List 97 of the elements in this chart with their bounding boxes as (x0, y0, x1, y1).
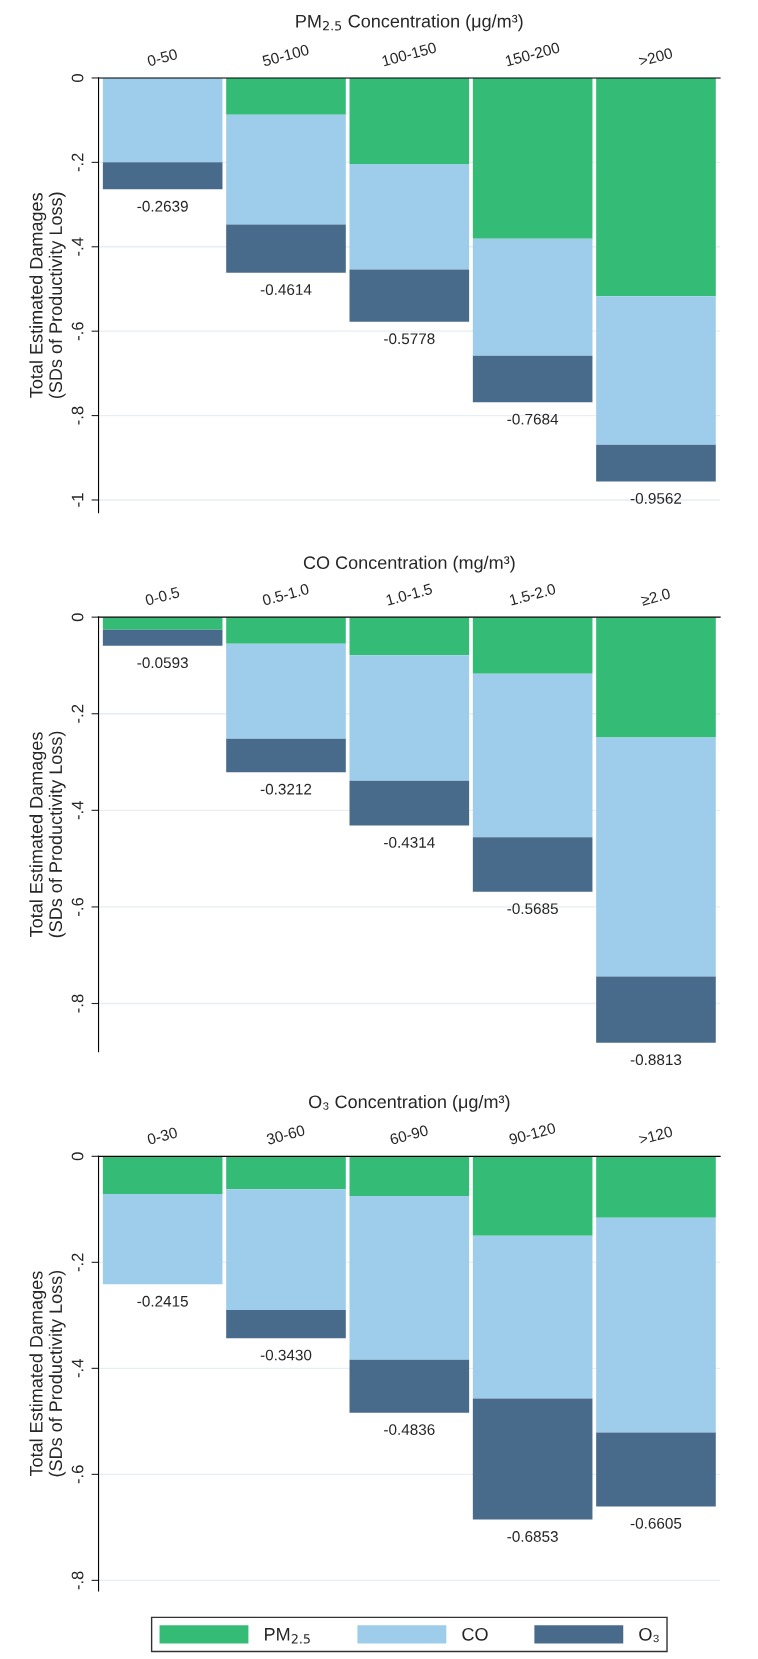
y-tick-label: -.2 (71, 1253, 84, 1272)
y-tick-label: -.8 (71, 406, 84, 425)
bar (102, 162, 223, 190)
total-label: -0.4836 (384, 1424, 435, 1435)
bar (472, 355, 593, 403)
bar (596, 976, 716, 1043)
y-tick-label: -.2 (71, 153, 84, 172)
y-axis-title: Total Estimated Damages (SDs of Productivity Loss) (29, 1270, 66, 1477)
bar (596, 1217, 716, 1433)
bar (226, 1189, 346, 1311)
bar (349, 655, 470, 781)
bar (102, 1156, 223, 1194)
y-tick-label: -.4 (71, 237, 84, 256)
bar (596, 444, 716, 482)
bar (349, 269, 470, 322)
x-tick-label: ≥2.0 (640, 587, 671, 606)
bar (349, 617, 470, 656)
y-tick-label: -.6 (71, 1465, 84, 1484)
total-label: -0.3430 (260, 1349, 312, 1361)
bar (102, 617, 223, 630)
x-axis-title: CO Concentration (mg/m³) (303, 555, 515, 573)
total-label: -0.0593 (137, 657, 188, 669)
bar (226, 1310, 346, 1339)
y-tick-label: -.8 (71, 994, 84, 1013)
bar (472, 1398, 593, 1520)
total-label: -0.8813 (630, 1054, 682, 1066)
total-label: -0.2415 (137, 1295, 188, 1307)
x-tick-label: 150-200 (504, 41, 561, 67)
bar (226, 1156, 346, 1190)
y-tick-label: 0 (71, 1152, 84, 1161)
x-tick-label: 0-30 (146, 1126, 178, 1145)
y-tick-label: -.8 (71, 1571, 84, 1590)
y-tick-label: -.4 (71, 1359, 84, 1378)
x-tick-label: 60-90 (389, 1124, 429, 1145)
bar (472, 617, 593, 674)
legend-label: PM$_{2.5}$ (265, 1628, 310, 1644)
x-tick-label: >120 (638, 1125, 674, 1145)
total-label: -0.7684 (507, 413, 559, 425)
bar (349, 780, 470, 826)
bar (226, 224, 346, 273)
x-tick-label: 0-50 (146, 48, 178, 67)
bar (472, 673, 593, 838)
bar (226, 77, 346, 115)
total-label: -0.5778 (384, 333, 435, 345)
x-tick-label: 0.5-1.0 (261, 583, 310, 606)
total-label: -0.6853 (507, 1531, 558, 1542)
x-tick-label: 1.5-2.0 (509, 583, 557, 606)
y-axis-title: Total Estimated Damages (SDs of Productivity Loss) (29, 192, 66, 399)
y-tick-label: -.4 (71, 801, 84, 820)
bar (349, 164, 470, 270)
bar (349, 1156, 470, 1197)
total-label: -0.6605 (630, 1517, 682, 1529)
total-label: -0.9562 (630, 493, 682, 504)
bar (472, 837, 593, 892)
legend-label: CO (462, 1627, 488, 1641)
bar (472, 1156, 593, 1236)
bar (226, 114, 346, 225)
bar (349, 77, 470, 165)
y-tick-label: -.2 (71, 704, 84, 723)
total-label: -0.2639 (137, 200, 188, 212)
x-axis-title: PM$_{2.5}$ Concentration (μg/m³) (296, 14, 523, 32)
x-tick-label: >200 (638, 47, 674, 67)
total-label: -0.5685 (507, 903, 558, 915)
bar (596, 617, 716, 738)
x-axis-title: O₃ Concentration (μg/m³) (308, 1094, 510, 1112)
bar (102, 77, 223, 163)
y-tick-label: -.6 (71, 897, 84, 916)
x-tick-label: 50-100 (261, 44, 310, 67)
bar (349, 1196, 470, 1360)
x-tick-label: 100-150 (381, 41, 437, 67)
bar (596, 737, 716, 977)
bar (596, 296, 716, 445)
total-label: -0.3212 (260, 783, 312, 795)
bar (472, 77, 593, 239)
legend-label: O₃ (639, 1627, 659, 1643)
bar (102, 1193, 223, 1285)
bar (349, 1359, 470, 1413)
x-tick-label: 30-60 (265, 1124, 306, 1145)
bar (226, 643, 346, 739)
bar (102, 629, 223, 646)
y-axis-title: Total Estimated Damages (SDs of Productivity Loss) (29, 731, 66, 938)
y-tick-label: 0 (71, 613, 84, 622)
y-tick-label: 0 (71, 73, 84, 82)
y-tick-label: -1 (71, 493, 84, 507)
x-tick-label: 1.0-1.5 (385, 583, 433, 606)
bar (472, 1235, 593, 1399)
bar (226, 617, 346, 644)
x-tick-label: 90-120 (508, 1122, 557, 1145)
bar (596, 77, 716, 297)
total-label: -0.4314 (384, 837, 435, 848)
y-tick-label: -.6 (71, 322, 84, 341)
bar (596, 1156, 716, 1218)
bar (596, 1432, 716, 1507)
x-tick-label: 0-0.5 (144, 586, 180, 606)
total-label: -0.4614 (260, 284, 312, 296)
bar (472, 238, 593, 356)
bar (226, 738, 346, 773)
